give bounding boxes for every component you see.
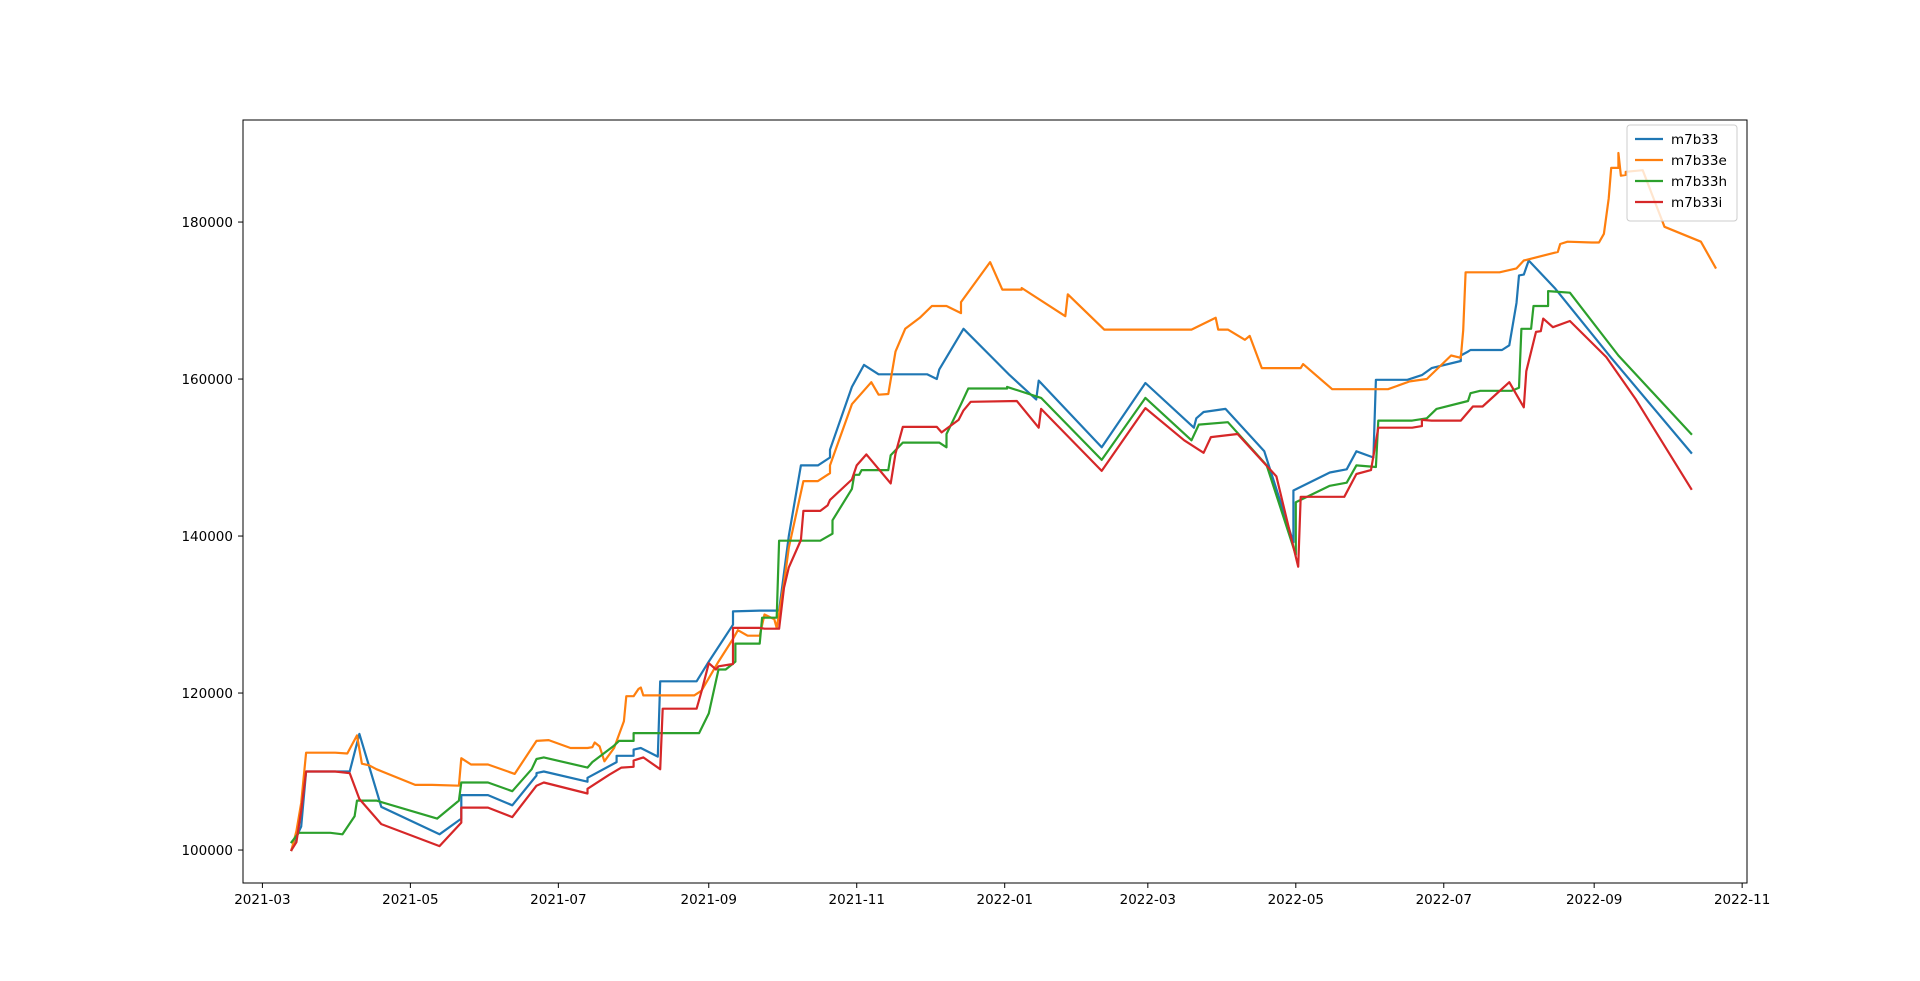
y-tick-label: 120000 (181, 686, 233, 702)
y-tick-label: 180000 (181, 215, 233, 231)
y-tick-label: 140000 (181, 529, 233, 545)
y-tick-label: 160000 (181, 372, 233, 388)
x-axis: 2021-03 2021-05 2021-07 2021-09 2021-11 2022-… (234, 883, 1770, 908)
legend: m7b33 m7b33e m7b33h m7b33i (1626, 124, 1738, 222)
x-tick-label: 2021-05 (382, 892, 438, 908)
legend-label-m7b33i: m7b33i (1671, 195, 1722, 211)
legend-label-m7b33: m7b33 (1671, 132, 1719, 148)
x-tick-label: 2021-11 (829, 892, 885, 908)
series-line-m7b33h (289, 290, 1693, 844)
legend-box (1626, 124, 1738, 222)
legend-label-m7b33e: m7b33e (1671, 153, 1727, 169)
x-tick-label: 2021-07 (530, 892, 586, 908)
legend-label-m7b33h: m7b33h (1671, 174, 1727, 190)
x-tick-label: 2021-09 (681, 892, 737, 908)
x-tick-label: 2022-09 (1566, 892, 1622, 908)
plot-frame (242, 119, 1748, 884)
x-tick-label: 2022-05 (1268, 892, 1324, 908)
y-tick-label: 100000 (181, 843, 233, 859)
series-layer (289, 151, 1717, 852)
x-tick-label: 2021-03 (234, 892, 290, 908)
x-tick-label: 2022-07 (1416, 892, 1472, 908)
x-tick-label: 2022-01 (977, 892, 1033, 908)
y-axis: 100000 120000 140000 160000 180000 (181, 215, 243, 859)
x-tick-label: 2022-11 (1714, 892, 1770, 908)
x-tick-label: 2022-03 (1120, 892, 1176, 908)
series-line-m7b33e (290, 151, 1717, 852)
series-line-m7b33i (289, 317, 1693, 852)
